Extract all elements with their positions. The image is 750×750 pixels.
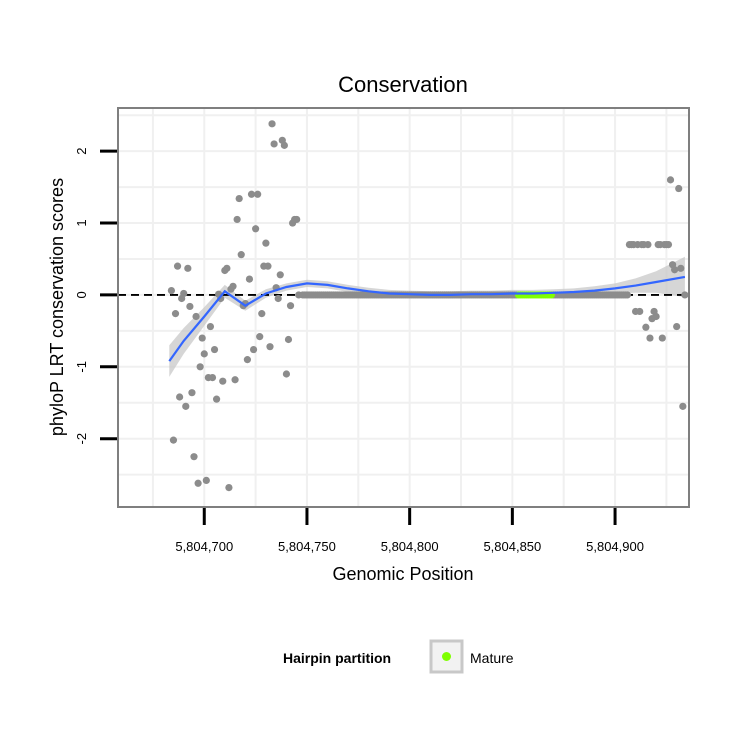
data-point: [198, 334, 206, 342]
data-point: [169, 436, 178, 444]
data-point: [200, 350, 208, 358]
y-tick-label: 0: [74, 291, 89, 298]
data-point: [652, 312, 660, 321]
data-point: [286, 302, 295, 310]
data-point: [247, 190, 256, 198]
data-point: [219, 377, 227, 385]
y-tick-label: 2: [74, 148, 89, 155]
data-point: [190, 453, 198, 461]
data-point: [679, 402, 687, 410]
data-point: [245, 275, 254, 283]
data-point: [176, 393, 184, 401]
x-tick-label: 5,804,700: [175, 539, 233, 554]
x-tick-label: 5,804,800: [381, 539, 439, 554]
data-point: [282, 370, 291, 378]
data-point: [280, 141, 288, 149]
data-point: [675, 184, 683, 193]
data-point: [293, 215, 301, 224]
data-point: [646, 334, 654, 342]
data-point: [208, 373, 217, 382]
data-point: [274, 294, 282, 303]
data-point: [231, 376, 239, 384]
data-point: [636, 307, 644, 316]
data-point: [225, 483, 233, 492]
data-point: [237, 251, 245, 259]
data-point: [262, 239, 270, 247]
data-point: [254, 190, 262, 198]
data-point: [182, 402, 190, 410]
data-point: [673, 322, 681, 331]
y-tick-label: -2: [74, 433, 89, 445]
data-point: [642, 323, 650, 331]
data-point: [196, 363, 204, 371]
y-axis-title: phyloP LRT conservation scores: [47, 178, 67, 436]
data-point: [206, 322, 215, 331]
data-point: [229, 282, 237, 290]
data-point: [658, 334, 666, 342]
data-point: [171, 310, 180, 318]
data-point: [217, 294, 225, 303]
smooth-line: [168, 275, 686, 362]
legend: Hairpin partition Mature: [283, 639, 514, 674]
data-point: [212, 395, 221, 403]
data-point: [268, 120, 276, 128]
smooth-curve: [168, 275, 686, 362]
data-point: [192, 312, 200, 321]
chart-title: Conservation: [338, 72, 468, 97]
panel-frame: [117, 107, 690, 508]
data-point: [681, 291, 689, 299]
data-point: [266, 343, 274, 351]
data-point: [666, 176, 675, 184]
data-point: [202, 476, 210, 484]
data-point: [677, 264, 685, 272]
x-axis-title: Genomic Position: [332, 564, 473, 584]
panel-border: [117, 107, 690, 508]
data-point: [194, 479, 202, 487]
y-tick-label: -1: [74, 361, 89, 373]
data-point: [186, 302, 194, 311]
x-tick-label: 5,804,900: [586, 539, 644, 554]
data-point: [249, 345, 258, 354]
data-point: [210, 345, 219, 354]
data-point: [233, 215, 241, 224]
data-point: [180, 289, 188, 298]
data-point: [623, 291, 631, 299]
data-point: [223, 264, 231, 272]
data-point: [188, 389, 196, 397]
x-axis: 5,804,700 5,804,750 5,804,800 5,804,850 5,80…: [175, 508, 644, 554]
x-tick-label: 5,804,850: [483, 539, 541, 554]
x-tick-label: 5,804,750: [278, 539, 336, 554]
legend-title: Hairpin partition: [283, 650, 391, 666]
y-tick-label: 1: [74, 219, 89, 226]
data-point: [167, 287, 176, 295]
data-point: [264, 262, 272, 270]
data-point: [256, 333, 264, 341]
confidence-band: [169, 256, 685, 377]
data-point: [235, 194, 243, 203]
legend-key-mature-dot: [442, 652, 451, 661]
data-point: [252, 225, 260, 233]
data-point: [243, 356, 251, 364]
data-point: [184, 264, 192, 272]
grid-lines: [118, 108, 689, 507]
legend-label-mature: Mature: [470, 650, 514, 666]
data-point: [671, 266, 679, 274]
y-axis: -2 -1 0 1 2: [74, 148, 117, 445]
data-point: [276, 271, 284, 279]
data-point: [173, 262, 182, 270]
confidence-band-area: [169, 256, 685, 377]
data-point: [258, 310, 266, 318]
data-point: [270, 140, 278, 148]
data-point: [664, 240, 673, 249]
data-point: [644, 240, 652, 249]
data-point: [284, 335, 293, 344]
